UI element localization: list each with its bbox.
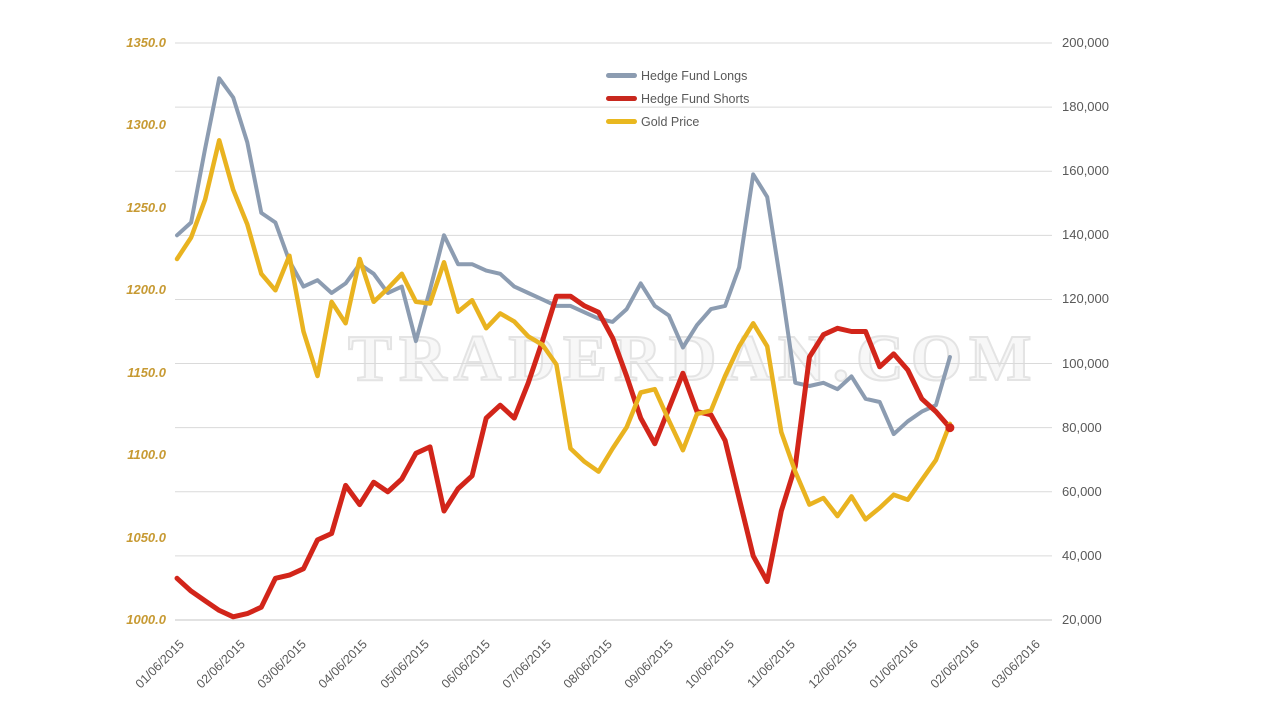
- right-axis-tick: 120,000: [1062, 291, 1109, 307]
- left-axis-tick: 1050.0: [126, 529, 166, 545]
- legend-label-shorts: Hedge Fund Shorts: [641, 91, 750, 106]
- right-axis-tick: 40,000: [1062, 547, 1102, 563]
- series-line-hedge-fund-shorts: [174, 293, 953, 620]
- left-axis-tick: 1350.0: [126, 35, 166, 50]
- legend-label-gold: Gold Price: [641, 114, 700, 129]
- legend: Hedge Fund Longs Hedge Fund Shorts Gold …: [606, 64, 749, 133]
- legend-swatch-gold-icon: [606, 119, 637, 124]
- right-axis-tick: 60,000: [1062, 483, 1102, 499]
- left-axis-tick: 1150.0: [127, 364, 166, 380]
- series-end-marker-hedge-fund-shorts: [945, 423, 955, 433]
- legend-item-hedge-fund-shorts: Hedge Fund Shorts: [606, 87, 749, 110]
- right-axis-tick: 80,000: [1062, 419, 1102, 435]
- left-axis-tick: 1250.0: [126, 199, 166, 215]
- left-axis-tick: 1100.0: [127, 447, 166, 463]
- legend-item-hedge-fund-longs: Hedge Fund Longs: [606, 64, 749, 87]
- right-axis-tick: 200,000: [1062, 35, 1109, 50]
- right-axis-tick: 140,000: [1062, 227, 1109, 243]
- legend-label-longs: Hedge Fund Longs: [641, 68, 748, 83]
- right-axis-tick: 20,000: [1062, 612, 1102, 627]
- right-axis-tick: 160,000: [1062, 163, 1109, 179]
- legend-swatch-longs-icon: [606, 73, 637, 78]
- right-axis-tick: 100,000: [1062, 355, 1109, 371]
- series-line-hedge-fund-longs: [175, 76, 952, 437]
- legend-item-gold-price: Gold Price: [606, 110, 749, 133]
- legend-swatch-shorts-icon: [606, 96, 637, 101]
- left-axis-tick: 1300.0: [126, 117, 166, 133]
- left-axis-tick: 1000.0: [126, 612, 166, 627]
- left-axis-tick: 1200.0: [126, 282, 166, 298]
- series-line-gold-price: [174, 138, 953, 522]
- right-axis-tick: 180,000: [1062, 99, 1109, 115]
